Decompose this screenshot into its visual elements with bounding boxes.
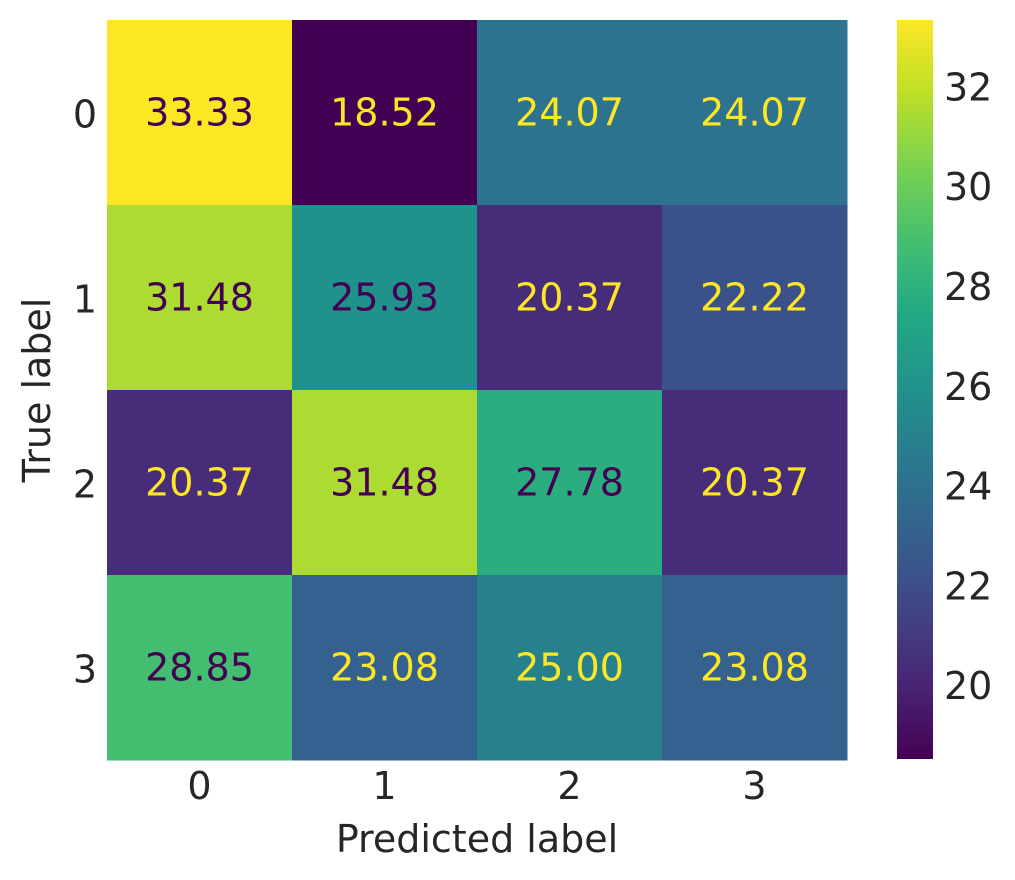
heatmap-cell	[107, 205, 293, 391]
heatmap-cell	[477, 390, 663, 576]
y-tick-label: 0	[73, 93, 97, 137]
colorbar-tick-label: 28	[944, 265, 992, 309]
cell-value-label: 24.07	[700, 91, 809, 135]
heatmap-cell	[292, 205, 478, 391]
cell-value-label: 18.52	[330, 91, 439, 135]
heatmap-cell	[477, 205, 663, 391]
cell-value-label: 20.37	[515, 276, 624, 320]
colorbar	[897, 20, 933, 759]
colorbar-tick-label: 30	[944, 165, 992, 209]
y-tick-label: 2	[73, 463, 97, 507]
heatmap-cell	[292, 390, 478, 576]
cell-value-label: 27.78	[515, 461, 624, 505]
cell-value-label: 25.00	[515, 646, 624, 690]
heatmap-cell	[662, 390, 848, 576]
heatmap-cell	[292, 575, 478, 761]
heatmap-cell	[107, 575, 293, 761]
heatmap-cell	[107, 20, 293, 206]
heatmap-cell	[107, 390, 293, 576]
heatmap-cell	[662, 205, 848, 391]
cell-value-label: 28.85	[145, 646, 254, 690]
colorbar-tick-label: 20	[944, 664, 992, 708]
x-tick-label: 3	[742, 764, 766, 808]
colorbar-tick-label: 26	[944, 365, 992, 409]
heatmap-cell	[477, 575, 663, 761]
cell-value-label: 23.08	[700, 646, 809, 690]
x-tick-label: 0	[187, 764, 211, 808]
cell-value-label: 22.22	[700, 276, 809, 320]
heatmap-cells: 33.33 18.52 24.07 24.07 31.48 25.93 20.37 22.22…	[107, 20, 848, 761]
heatmap-cell	[662, 20, 848, 206]
y-tick-labels: 0 1 2 3	[73, 93, 97, 692]
x-axis-label: Predicted label	[336, 817, 618, 861]
x-tick-labels: 0 1 2 3	[187, 764, 766, 808]
cell-value-label: 20.37	[145, 461, 254, 505]
y-axis-label: True label	[15, 298, 59, 484]
cell-value-label: 20.37	[700, 461, 809, 505]
cell-value-label: 25.93	[330, 276, 439, 320]
colorbar-tick-label: 22	[944, 564, 992, 608]
cell-value-label: 31.48	[330, 461, 439, 505]
y-tick-label: 3	[73, 648, 97, 692]
colorbar-tick-label: 24	[944, 465, 992, 509]
heatmap-cell	[292, 20, 478, 206]
cell-value-label: 23.08	[330, 646, 439, 690]
heatmap-cell	[662, 575, 848, 761]
y-tick-label: 1	[73, 278, 97, 322]
x-tick-label: 2	[557, 764, 581, 808]
cell-value-label: 31.48	[145, 276, 254, 320]
cell-value-label: 24.07	[515, 91, 624, 135]
heatmap-cell	[477, 20, 663, 206]
colorbar-tick-label: 32	[944, 65, 992, 109]
colorbar-tick-labels: 20 22 24 26 28 30 32	[944, 65, 992, 708]
cell-value-label: 33.33	[145, 91, 254, 135]
x-tick-label: 1	[372, 764, 396, 808]
